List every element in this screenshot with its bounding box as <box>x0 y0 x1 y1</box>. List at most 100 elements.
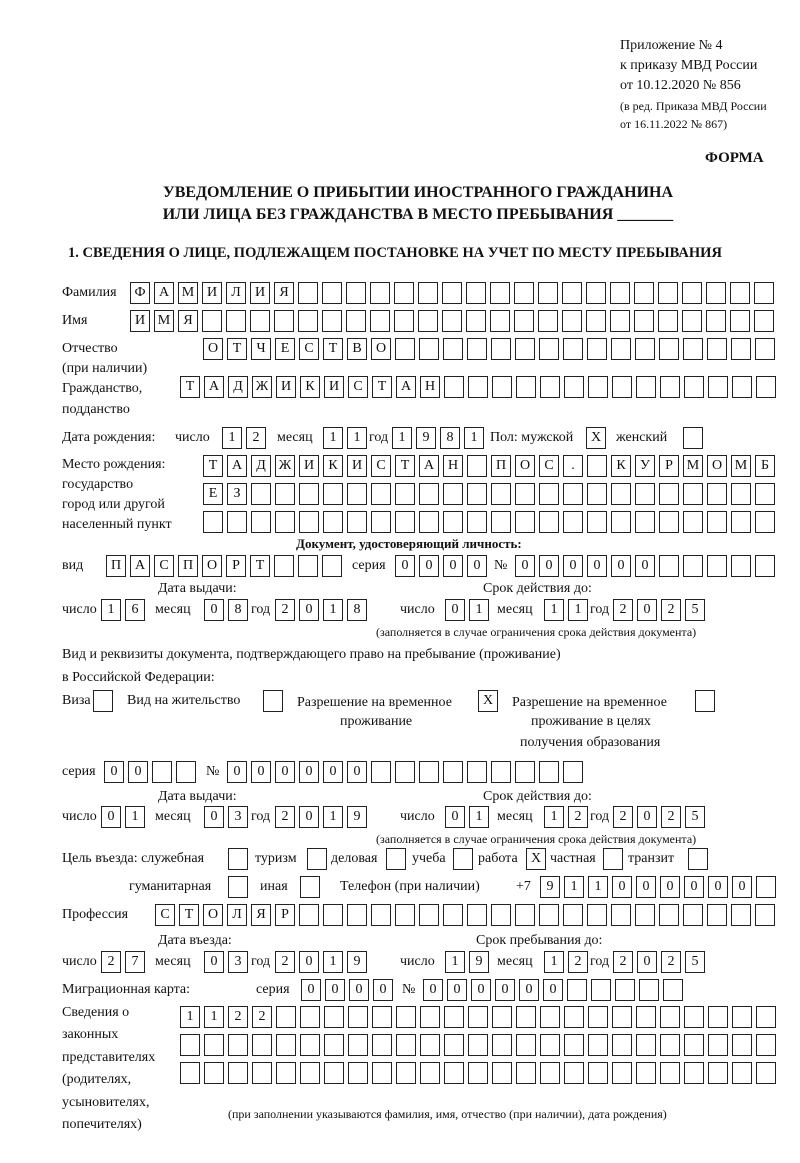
char-cell[interactable]: Н <box>443 455 463 477</box>
char-cell[interactable]: Ж <box>252 376 272 398</box>
checkbox-cell[interactable] <box>228 876 248 898</box>
char-cell[interactable] <box>228 1062 248 1084</box>
char-cell[interactable] <box>731 555 751 577</box>
char-cell[interactable]: 0 <box>471 979 491 1001</box>
char-cell[interactable] <box>516 376 536 398</box>
char-cell[interactable]: 2 <box>252 1006 272 1028</box>
char-cell[interactable] <box>731 511 751 533</box>
char-cell[interactable]: Т <box>250 555 270 577</box>
char-cell[interactable]: 0 <box>684 876 704 898</box>
char-cell[interactable]: 0 <box>708 876 728 898</box>
char-cell[interactable] <box>468 1034 488 1056</box>
char-cell[interactable] <box>394 282 414 304</box>
checkbox-cell[interactable]: X <box>586 427 606 449</box>
birthplace-field-row3[interactable] <box>203 511 776 533</box>
char-cell[interactable] <box>564 1062 584 1084</box>
char-cell[interactable]: 2 <box>275 951 295 973</box>
char-cell[interactable] <box>756 876 776 898</box>
char-cell[interactable] <box>516 1034 536 1056</box>
char-cell[interactable]: С <box>154 555 174 577</box>
char-cell[interactable]: С <box>299 338 319 360</box>
char-cell[interactable] <box>755 904 775 926</box>
char-cell[interactable]: М <box>154 310 174 332</box>
char-cell[interactable] <box>419 904 439 926</box>
checkbox-cell[interactable] <box>307 848 327 870</box>
char-cell[interactable] <box>299 904 319 926</box>
char-cell[interactable]: Т <box>372 376 392 398</box>
char-cell[interactable] <box>491 511 511 533</box>
purpose-humanitarian-checkbox[interactable] <box>228 876 249 898</box>
char-cell[interactable] <box>659 904 679 926</box>
char-cell[interactable] <box>564 1006 584 1028</box>
char-cell[interactable]: 1 <box>125 806 145 828</box>
char-cell[interactable] <box>300 1006 320 1028</box>
char-cell[interactable] <box>324 1062 344 1084</box>
char-cell[interactable]: Д <box>228 376 248 398</box>
char-cell[interactable] <box>298 282 318 304</box>
char-cell[interactable]: З <box>227 483 247 505</box>
char-cell[interactable] <box>371 483 391 505</box>
char-cell[interactable] <box>563 904 583 926</box>
char-cell[interactable]: 9 <box>347 951 367 973</box>
char-cell[interactable] <box>708 1034 728 1056</box>
char-cell[interactable]: 0 <box>104 761 124 783</box>
char-cell[interactable] <box>370 282 390 304</box>
char-cell[interactable] <box>467 761 487 783</box>
char-cell[interactable]: К <box>611 455 631 477</box>
char-cell[interactable] <box>754 310 774 332</box>
char-cell[interactable] <box>611 483 631 505</box>
char-cell[interactable] <box>683 555 703 577</box>
char-cell[interactable]: Н <box>420 376 440 398</box>
char-cell[interactable] <box>587 483 607 505</box>
char-cell[interactable] <box>731 904 751 926</box>
char-cell[interactable]: 5 <box>685 599 705 621</box>
char-cell[interactable] <box>180 1062 200 1084</box>
char-cell[interactable]: П <box>106 555 126 577</box>
purpose-study-checkbox[interactable] <box>453 848 474 870</box>
char-cell[interactable] <box>323 511 343 533</box>
char-cell[interactable] <box>587 455 607 477</box>
char-cell[interactable]: Я <box>178 310 198 332</box>
char-cell[interactable]: Т <box>203 455 223 477</box>
checkbox-cell[interactable]: X <box>478 690 498 712</box>
char-cell[interactable]: И <box>130 310 150 332</box>
char-cell[interactable] <box>706 282 726 304</box>
char-cell[interactable] <box>754 282 774 304</box>
char-cell[interactable] <box>443 338 463 360</box>
checkbox-cell[interactable] <box>688 848 708 870</box>
char-cell[interactable] <box>299 511 319 533</box>
char-cell[interactable] <box>611 904 631 926</box>
char-cell[interactable] <box>492 1034 512 1056</box>
char-cell[interactable]: 0 <box>612 876 632 898</box>
char-cell[interactable] <box>372 1034 392 1056</box>
char-cell[interactable] <box>615 979 635 1001</box>
char-cell[interactable] <box>731 483 751 505</box>
char-cell[interactable] <box>275 483 295 505</box>
char-cell[interactable]: 5 <box>685 951 705 973</box>
char-cell[interactable] <box>660 1034 680 1056</box>
char-cell[interactable]: 0 <box>301 979 321 1001</box>
char-cell[interactable] <box>660 376 680 398</box>
checkbox-cell[interactable] <box>386 848 406 870</box>
char-cell[interactable] <box>250 310 270 332</box>
char-cell[interactable]: П <box>491 455 511 477</box>
checkbox-cell[interactable] <box>683 427 703 449</box>
char-cell[interactable] <box>591 979 611 1001</box>
char-cell[interactable]: У <box>635 455 655 477</box>
char-cell[interactable]: 0 <box>251 761 271 783</box>
char-cell[interactable] <box>659 338 679 360</box>
char-cell[interactable] <box>683 511 703 533</box>
char-cell[interactable]: 1 <box>323 427 343 449</box>
char-cell[interactable] <box>538 282 558 304</box>
char-cell[interactable] <box>684 376 704 398</box>
char-cell[interactable] <box>443 761 463 783</box>
